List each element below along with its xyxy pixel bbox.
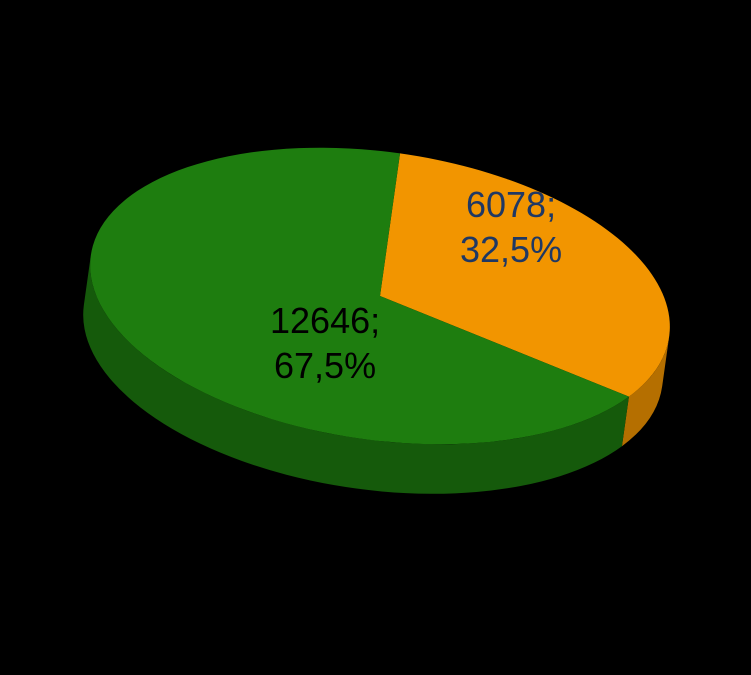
slice-value-0: 6078; [466, 184, 556, 225]
pie-chart-3d: 6078; 32,5% 12646; 67,5% [0, 0, 751, 675]
slice-value-1: 12646; [270, 300, 380, 341]
slice-label-green: 12646; 67,5% [270, 298, 380, 388]
slice-percent-0: 32,5% [460, 229, 562, 270]
slice-label-orange: 6078; 32,5% [460, 182, 562, 272]
slice-percent-1: 67,5% [274, 345, 376, 386]
